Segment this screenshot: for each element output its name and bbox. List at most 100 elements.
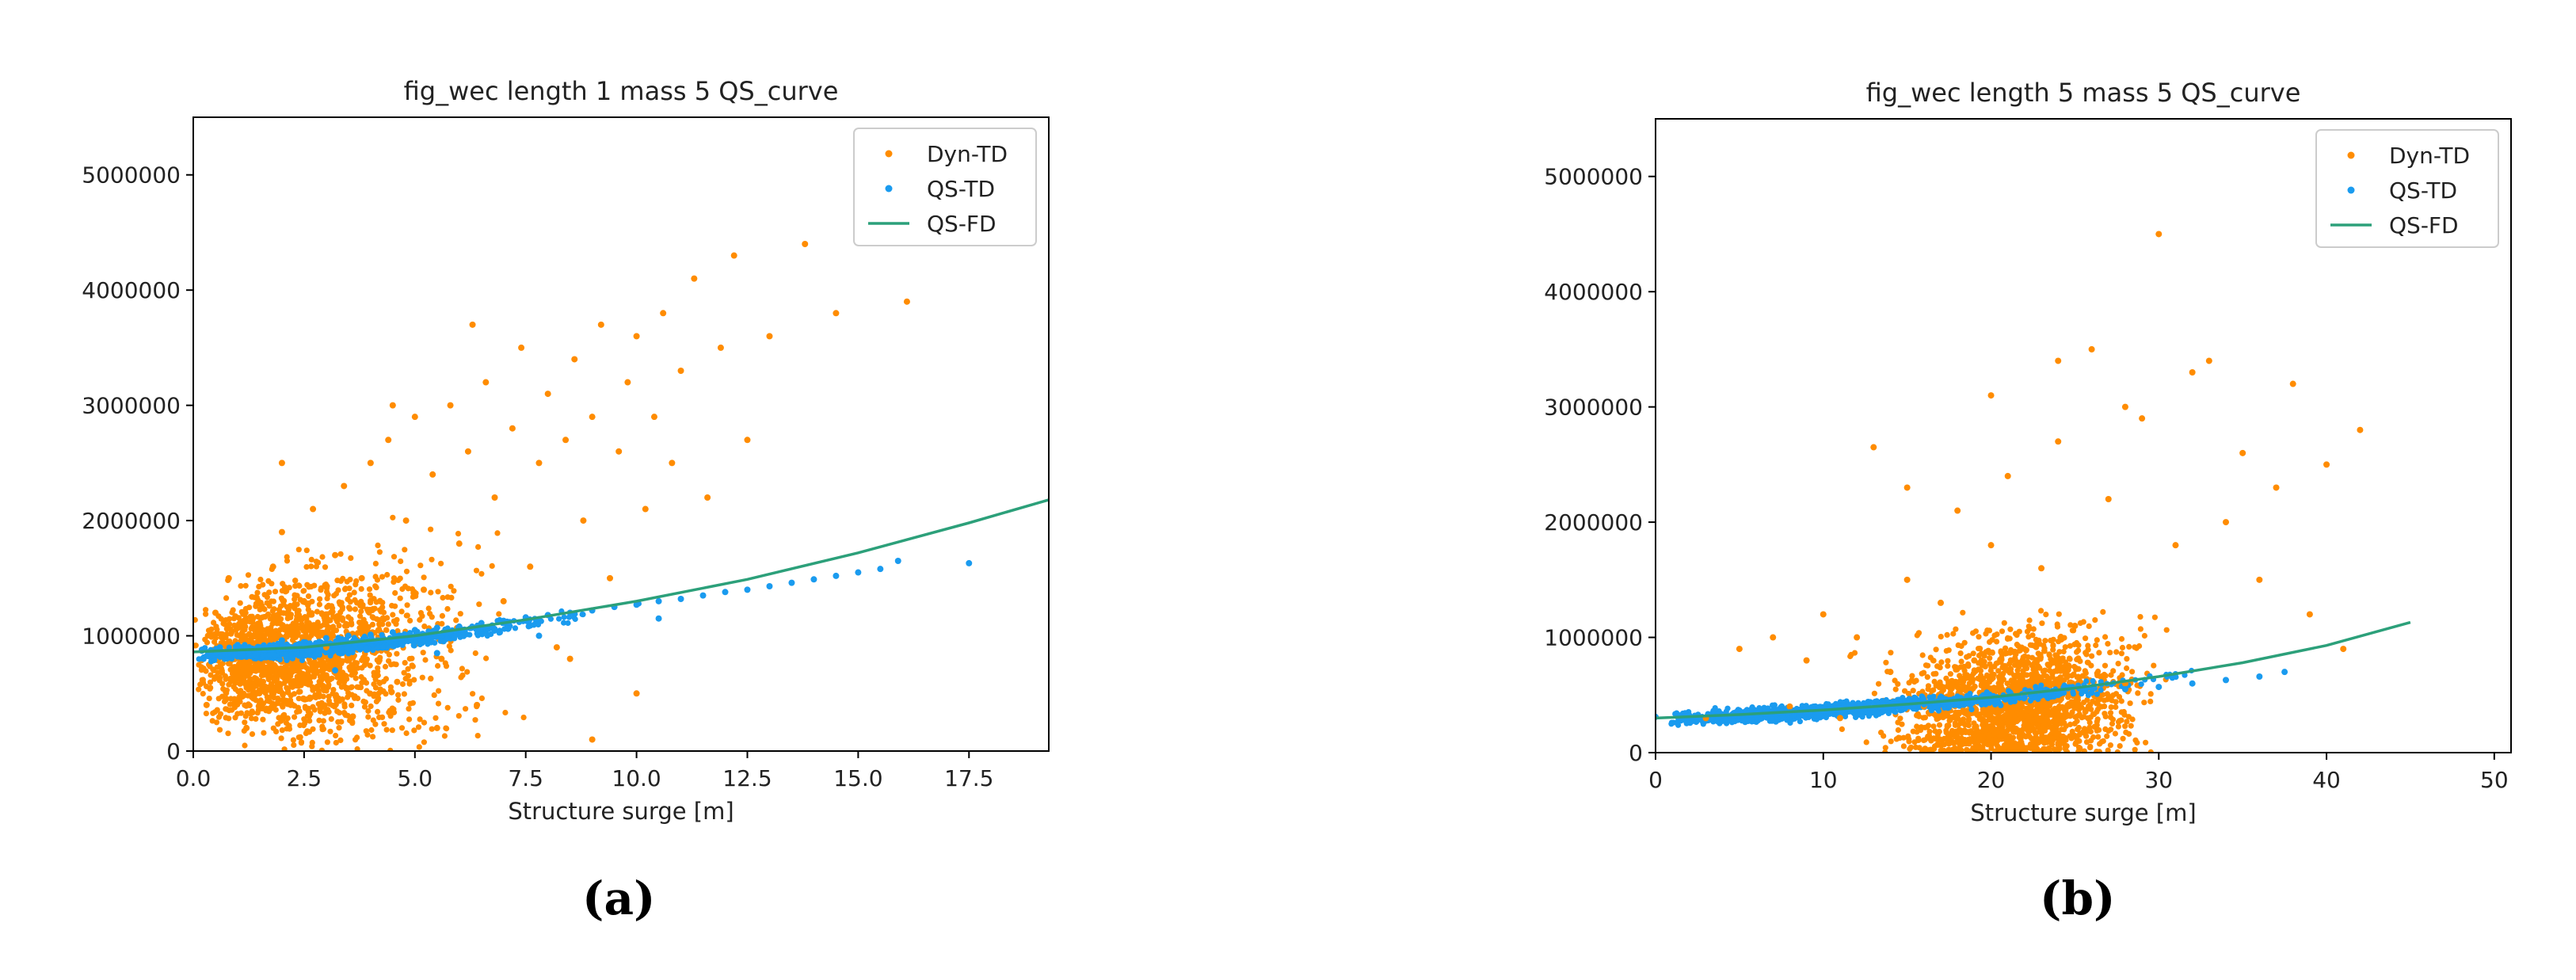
x-tick-label: 7.5 bbox=[508, 765, 543, 791]
data-point bbox=[633, 690, 640, 697]
y-tick-label: 5000000 bbox=[82, 162, 181, 189]
data-point bbox=[2139, 415, 2146, 422]
data-point bbox=[447, 402, 454, 409]
data-point bbox=[1786, 703, 1793, 710]
series-dyn-td bbox=[1702, 231, 2364, 722]
data-point bbox=[788, 579, 795, 586]
data-point bbox=[2323, 461, 2330, 468]
data-point bbox=[402, 517, 410, 524]
data-point bbox=[1854, 634, 1861, 641]
y-tick-label: 0 bbox=[1629, 740, 1643, 766]
data-point bbox=[2340, 646, 2347, 653]
data-point bbox=[2223, 677, 2229, 684]
legend-label: QS-TD bbox=[927, 176, 995, 202]
data-point bbox=[553, 644, 560, 651]
x-tick-label: 10.0 bbox=[612, 765, 661, 791]
data-point bbox=[1820, 611, 1827, 618]
data-point bbox=[367, 631, 374, 639]
data-point bbox=[655, 597, 662, 604]
y-tick-label: 4000000 bbox=[1544, 279, 1643, 305]
data-point bbox=[234, 667, 241, 674]
data-point bbox=[1770, 634, 1777, 641]
data-point bbox=[535, 632, 543, 639]
data-point bbox=[474, 701, 481, 708]
data-point bbox=[216, 644, 223, 651]
data-point bbox=[2223, 519, 2229, 526]
legend-label: QS-FD bbox=[2389, 212, 2459, 238]
data-point bbox=[367, 459, 374, 467]
data-point bbox=[1736, 646, 1743, 653]
data-point bbox=[2105, 496, 2112, 502]
data-point bbox=[1803, 657, 1810, 664]
data-point bbox=[855, 569, 862, 576]
x-tick-label: 2.5 bbox=[287, 765, 322, 791]
data-point bbox=[633, 333, 640, 340]
data-point bbox=[589, 736, 596, 743]
legend-swatch bbox=[2347, 151, 2355, 159]
x-tick-label: 5.0 bbox=[398, 765, 433, 791]
data-point bbox=[438, 655, 445, 662]
data-point bbox=[1971, 657, 1978, 664]
data-point bbox=[833, 310, 840, 317]
data-point bbox=[2038, 565, 2045, 572]
data-point bbox=[903, 298, 910, 305]
data-point bbox=[2155, 231, 2163, 238]
data-point bbox=[491, 494, 498, 501]
data-point bbox=[411, 414, 418, 421]
legend-label: QS-FD bbox=[927, 211, 996, 237]
data-point bbox=[1903, 576, 1911, 583]
y-tick-label: 3000000 bbox=[1544, 395, 1643, 421]
data-point bbox=[411, 627, 418, 634]
data-point bbox=[2289, 380, 2296, 387]
data-point bbox=[2357, 426, 2364, 433]
data-point bbox=[433, 650, 440, 657]
data-point bbox=[691, 275, 698, 282]
y-tick-label: 3000000 bbox=[82, 393, 181, 419]
data-point bbox=[2121, 403, 2128, 410]
data-point bbox=[2071, 623, 2079, 629]
legend-label: QS-TD bbox=[2389, 177, 2457, 204]
data-point bbox=[433, 724, 440, 731]
data-point bbox=[1870, 444, 1877, 451]
data-point bbox=[2088, 345, 2095, 353]
data-point bbox=[2088, 689, 2095, 696]
legend: Dyn-TD QS-TD QS-FD bbox=[853, 128, 1037, 246]
data-point bbox=[544, 391, 551, 398]
data-point bbox=[2239, 449, 2246, 456]
legend-swatch bbox=[885, 150, 893, 158]
data-point bbox=[455, 540, 463, 547]
data-point bbox=[225, 574, 232, 582]
data-point bbox=[966, 559, 973, 566]
chart-panel-b: 0 10 20 30 40 50 0 1000000 2000000 3000000 4000000… bbox=[1544, 78, 2512, 826]
data-point bbox=[607, 574, 614, 582]
series-dyn-td bbox=[203, 241, 910, 743]
data-point bbox=[650, 414, 657, 421]
data-point bbox=[535, 459, 543, 467]
data-point bbox=[744, 586, 751, 593]
data-point bbox=[332, 551, 339, 559]
data-point bbox=[1938, 599, 1944, 606]
data-point bbox=[288, 701, 295, 708]
data-point bbox=[624, 379, 631, 386]
caption-a: (a) bbox=[582, 871, 656, 925]
data-point bbox=[633, 601, 640, 608]
data-point bbox=[2273, 484, 2280, 491]
data-point bbox=[2256, 576, 2263, 583]
data-point bbox=[332, 667, 339, 674]
data-point bbox=[589, 414, 596, 421]
data-point bbox=[269, 563, 276, 570]
data-point bbox=[345, 632, 352, 639]
data-point bbox=[518, 344, 525, 351]
x-tick-label: 0.0 bbox=[176, 765, 211, 791]
data-point bbox=[310, 505, 317, 513]
legend-swatch bbox=[885, 185, 893, 193]
data-point bbox=[300, 597, 307, 604]
data-point bbox=[571, 356, 578, 363]
data-point bbox=[894, 558, 901, 564]
data-point bbox=[810, 576, 817, 583]
legend-label: Dyn-TD bbox=[927, 141, 1008, 167]
qs-fd-line bbox=[1656, 620, 2411, 720]
y-tick-label: 0 bbox=[166, 738, 181, 765]
data-point bbox=[203, 701, 210, 708]
